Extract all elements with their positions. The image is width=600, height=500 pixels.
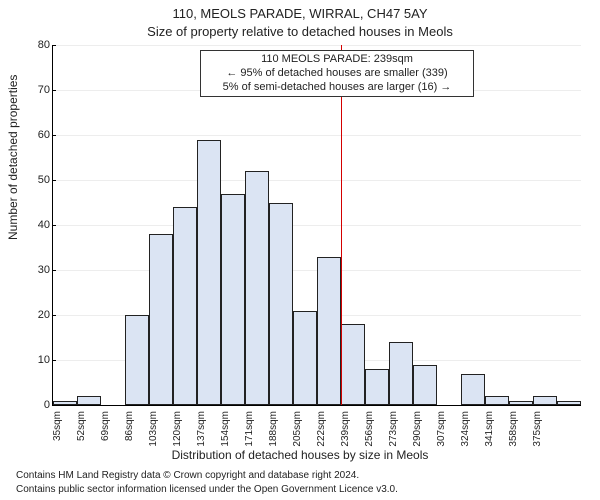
x-tick-label: 307sqm [436,411,447,451]
chart-plot-area [52,45,581,406]
histogram-bar [317,257,341,406]
title-sub: Size of property relative to detached ho… [0,24,600,39]
y-tick-label: 20 [32,309,50,321]
histogram-bar [269,203,293,406]
x-tick-label: 222sqm [316,411,327,451]
annotation-line: 5% of semi-detached houses are larger (1… [207,81,467,95]
y-tick-label: 50 [32,174,50,186]
x-tick-label: 120sqm [172,411,183,451]
x-tick-label: 290sqm [412,411,423,451]
histogram-bar [197,140,221,406]
y-tick-label: 60 [32,129,50,141]
x-tick-label: 86sqm [124,411,135,451]
x-tick-label: 154sqm [220,411,231,451]
histogram-bar [149,234,173,405]
x-tick-label: 103sqm [148,411,159,451]
annotation-line: 110 MEOLS PARADE: 239sqm [207,53,467,67]
annotation-line: ← 95% of detached houses are smaller (33… [207,67,467,81]
histogram-bar [389,342,413,405]
histogram-bar [293,311,317,406]
x-tick-label: 35sqm [52,411,63,451]
y-tick-label: 40 [32,219,50,231]
grid-line [53,225,581,226]
y-tick-label: 0 [32,399,50,411]
title-main: 110, MEOLS PARADE, WIRRAL, CH47 5AY [0,6,600,21]
histogram-bar [53,401,77,406]
x-tick-label: 341sqm [484,411,495,451]
x-tick-label: 256sqm [364,411,375,451]
histogram-bar [245,171,269,405]
y-axis-label: Number of detached properties [6,75,20,240]
histogram-bar [485,396,509,405]
x-tick-label: 137sqm [196,411,207,451]
histogram-bar [341,324,365,405]
histogram-bar [413,365,437,406]
grid-line [53,135,581,136]
grid-line [53,45,581,46]
reference-line [341,45,342,405]
x-tick-label: 188sqm [268,411,279,451]
histogram-bar [365,369,389,405]
histogram-bar [173,207,197,405]
histogram-bar [557,401,581,406]
histogram-bar [77,396,101,405]
histogram-bar [533,396,557,405]
histogram-bar [509,401,533,406]
x-tick-label: 205sqm [292,411,303,451]
x-tick-label: 324sqm [460,411,471,451]
grid-line [53,180,581,181]
x-tick-label: 273sqm [388,411,399,451]
y-tick-label: 30 [32,264,50,276]
x-tick-label: 358sqm [508,411,519,451]
footer-line-1: Contains HM Land Registry data © Crown c… [16,470,359,481]
x-tick-label: 375sqm [532,411,543,451]
x-tick-label: 69sqm [100,411,111,451]
x-tick-label: 52sqm [76,411,87,451]
y-tick-label: 10 [32,354,50,366]
x-tick-label: 239sqm [340,411,351,451]
histogram-bar [461,374,485,406]
annotation-box: 110 MEOLS PARADE: 239sqm← 95% of detache… [200,50,474,97]
y-tick-label: 80 [32,39,50,51]
footer-line-2: Contains public sector information licen… [16,484,398,495]
y-tick-label: 70 [32,84,50,96]
x-tick-label: 171sqm [244,411,255,451]
histogram-bar [221,194,245,406]
histogram-bar [125,315,149,405]
